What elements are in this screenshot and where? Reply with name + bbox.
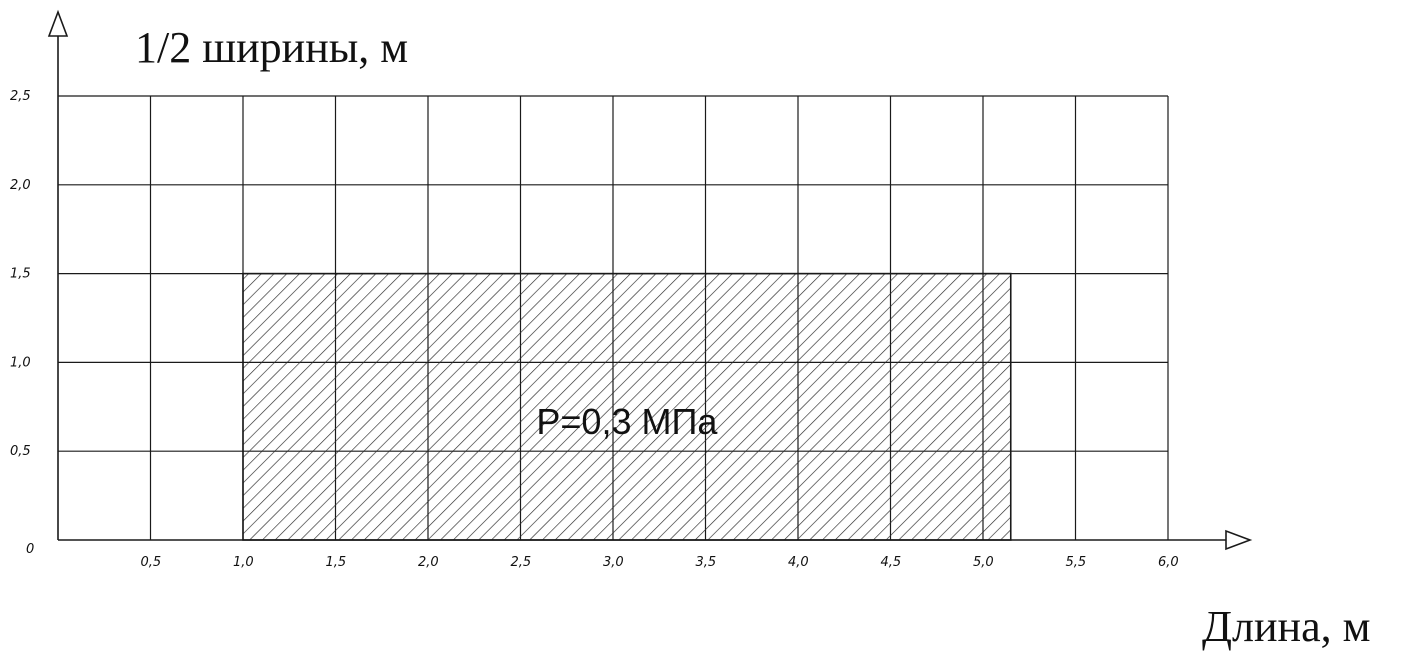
x-tick-label: 1,0: [233, 555, 254, 570]
x-tick-label: 4,5: [881, 555, 902, 570]
y-tick-label: 0,5: [10, 444, 31, 459]
x-tick-label: 6,0: [1158, 555, 1179, 570]
x-tick-label: 3,5: [696, 555, 717, 570]
load-area-hatch: [242, 272, 1012, 541]
load-label: P=0,3 МПа: [536, 401, 718, 442]
x-tick-label: 2,5: [511, 555, 532, 570]
x-tick-label: 3,0: [603, 555, 624, 570]
x-tick-label: 5,0: [973, 555, 994, 570]
y-tick-label: 2,5: [10, 89, 31, 104]
load-area: P=0,3 МПа: [242, 272, 1012, 541]
x-axis-arrow-icon: [1225, 529, 1253, 551]
x-tick-label: 4,0: [788, 555, 809, 570]
x-tick-label: 2,0: [418, 555, 439, 570]
x-tick-label: 0,5: [141, 555, 162, 570]
y-tick-label: 1,0: [10, 355, 31, 370]
y-axis-arrow-icon: [47, 9, 69, 37]
x-tick-label: 1,5: [326, 555, 347, 570]
y-axis-title: 1/2 ширины, м: [135, 23, 408, 72]
axes: [47, 9, 1253, 551]
origin-label: 0: [26, 542, 34, 557]
x-axis-title: Длина, м: [1202, 602, 1370, 651]
x-tick-labels: 0,5 1,0 1,5 2,0 2,5 3,0 3,5 4,0 4,5 5,0 5,5 6,0: [141, 555, 1179, 570]
x-tick-label: 5,5: [1066, 555, 1087, 570]
y-tick-labels: 0,5 1,0 1,5 2,0 2,5: [10, 89, 31, 459]
y-tick-label: 1,5: [10, 267, 31, 282]
y-tick-label: 2,0: [10, 178, 31, 193]
